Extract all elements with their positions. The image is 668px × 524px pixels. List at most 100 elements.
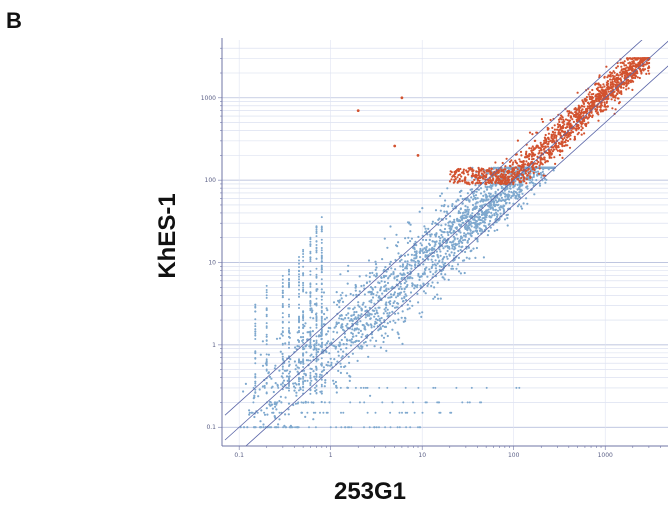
data-point (547, 142, 550, 145)
data-point (567, 112, 570, 115)
data-point (365, 274, 368, 277)
data-point (466, 226, 469, 229)
data-point (310, 401, 313, 404)
data-point (365, 322, 368, 325)
data-point (497, 188, 500, 191)
data-point (315, 230, 318, 233)
data-point (385, 349, 388, 352)
data-point (623, 64, 626, 67)
data-point (363, 293, 366, 296)
data-point (438, 217, 441, 220)
data-point (585, 96, 589, 99)
data-point (436, 281, 439, 284)
data-point (375, 426, 378, 429)
data-point (525, 160, 528, 163)
data-point (466, 206, 469, 209)
data-point (350, 426, 353, 429)
data-point (453, 230, 456, 233)
data-point (566, 136, 569, 139)
data-point (614, 78, 617, 81)
data-point (341, 355, 344, 358)
data-point (302, 377, 305, 380)
data-point (644, 63, 647, 66)
data-point (397, 318, 400, 321)
data-point (468, 220, 471, 223)
data-point (500, 170, 503, 173)
data-point (609, 84, 612, 87)
data-point (532, 182, 535, 185)
data-point (609, 78, 612, 81)
data-point (390, 267, 393, 270)
data-point (598, 74, 601, 77)
data-point (488, 205, 491, 208)
data-point (465, 169, 468, 172)
data-point (302, 332, 305, 335)
data-point (248, 409, 251, 412)
data-point (313, 347, 316, 350)
data-point (563, 136, 566, 140)
data-point (383, 308, 386, 311)
data-point (567, 114, 570, 117)
data-point (353, 329, 356, 332)
data-point (266, 413, 269, 416)
data-point (378, 306, 381, 309)
data-point (479, 218, 482, 222)
data-point (379, 289, 382, 292)
data-point (289, 426, 292, 429)
data-point (421, 411, 424, 414)
data-point (627, 82, 630, 85)
data-point (575, 118, 578, 121)
data-point (536, 162, 539, 165)
data-point (588, 106, 591, 109)
data-point (332, 382, 336, 385)
data-point (626, 69, 629, 72)
data-point (641, 68, 645, 71)
data-point (348, 361, 351, 364)
data-point (346, 326, 349, 329)
data-point (575, 129, 578, 132)
data-point (472, 194, 475, 198)
data-point (340, 426, 343, 429)
data-point (335, 291, 338, 294)
data-point (340, 297, 343, 300)
data-point (554, 131, 557, 134)
data-point (346, 282, 349, 285)
data-point (443, 210, 446, 213)
data-point (497, 200, 500, 203)
data-point (254, 328, 257, 331)
data-point (364, 328, 367, 331)
data-point (625, 79, 628, 82)
data-point (428, 248, 431, 251)
data-point (532, 152, 535, 155)
data-point (629, 79, 633, 82)
data-point (434, 264, 438, 267)
data-point (309, 295, 312, 298)
data-point (368, 275, 371, 279)
data-point (313, 375, 316, 378)
data-point (550, 152, 553, 156)
data-point (414, 263, 417, 266)
data-point (526, 202, 529, 205)
data-point (378, 386, 381, 389)
data-point (261, 385, 264, 388)
data-point (518, 386, 521, 389)
data-point (482, 199, 485, 202)
data-point (619, 78, 622, 81)
data-point (611, 83, 615, 86)
data-point (399, 285, 402, 288)
data-point (265, 343, 268, 346)
data-point (389, 225, 392, 228)
data-point (504, 165, 507, 168)
data-point (312, 401, 315, 404)
data-point (253, 426, 256, 429)
data-point (244, 382, 247, 385)
data-point (431, 240, 434, 243)
data-point (306, 411, 309, 414)
data-point (492, 204, 495, 207)
data-point (393, 291, 396, 294)
data-point (258, 388, 261, 391)
data-point (558, 153, 562, 157)
data-point (468, 257, 471, 260)
data-point (514, 197, 518, 200)
data-point (440, 233, 443, 237)
